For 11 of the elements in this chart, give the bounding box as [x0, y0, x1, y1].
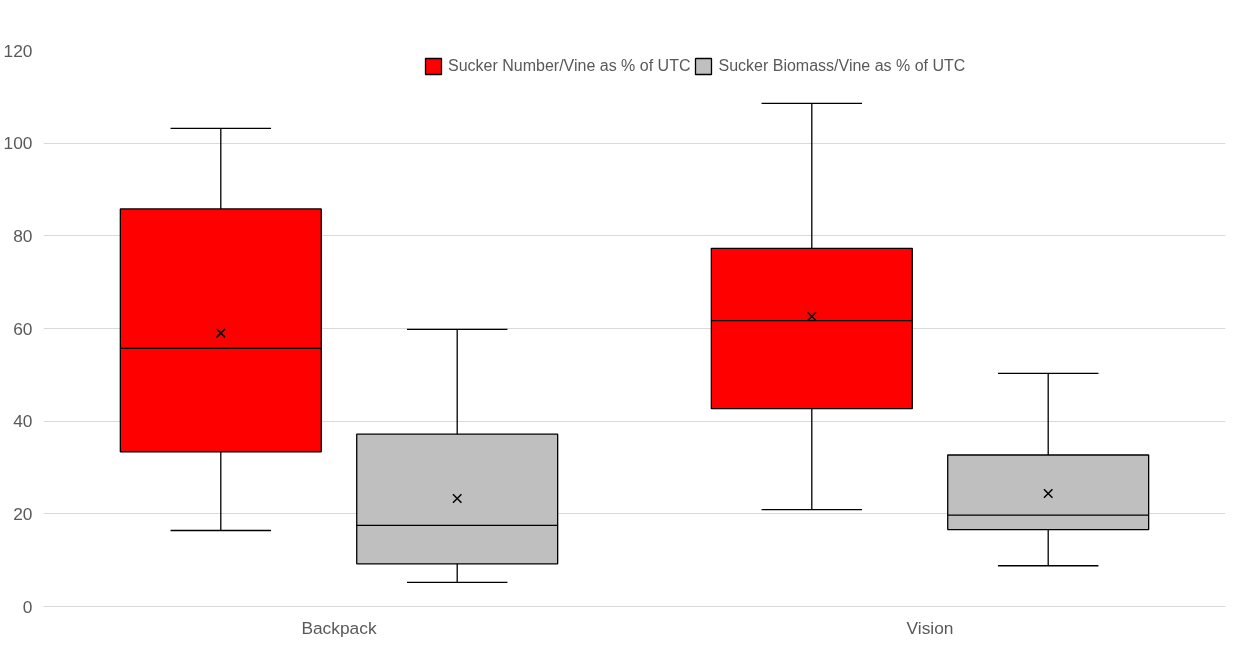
- y-tick-label: 20: [13, 503, 33, 524]
- y-tick-label: 0: [22, 596, 33, 617]
- x-tick-label: Backpack: [301, 617, 377, 638]
- y-tick-label: 100: [3, 133, 33, 154]
- y-tick-label: 80: [13, 225, 33, 246]
- legend-label: Sucker Biomass/Vine as % of UTC: [718, 57, 966, 75]
- y-tick-label: 120: [3, 40, 33, 61]
- y-tick-label: 40: [13, 411, 33, 432]
- legend-label: Sucker Number/Vine as % of UTC: [448, 57, 691, 75]
- x-tick-label: Vision: [906, 617, 954, 638]
- y-tick-label: 60: [13, 318, 33, 339]
